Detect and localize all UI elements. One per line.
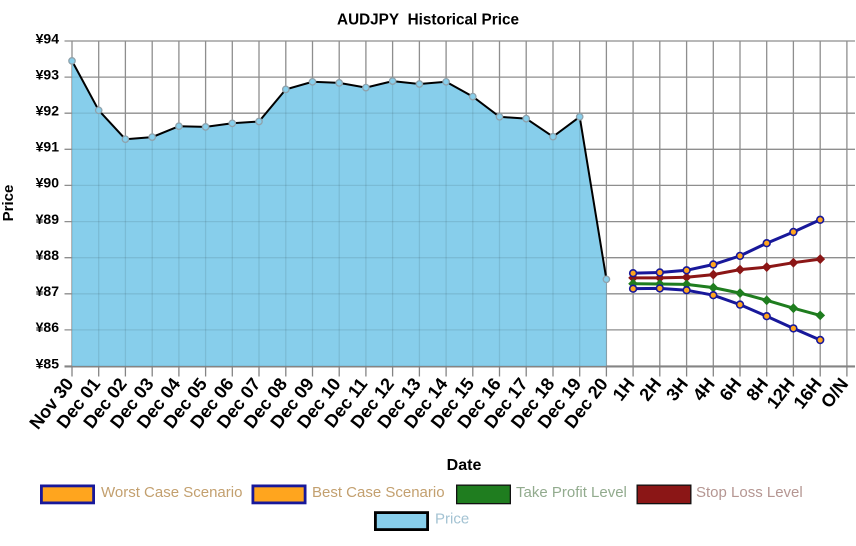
- svg-text:¥94: ¥94: [36, 30, 60, 46]
- svg-text:¥91: ¥91: [36, 139, 60, 155]
- svg-text:Date: Date: [447, 457, 482, 474]
- svg-text:Stop Loss Level: Stop Loss Level: [696, 484, 803, 501]
- svg-text:¥87: ¥87: [36, 283, 60, 299]
- svg-text:Price: Price: [0, 185, 17, 222]
- svg-text:¥90: ¥90: [36, 175, 60, 191]
- svg-text:Worst Case Scenario: Worst Case Scenario: [101, 484, 242, 501]
- svg-text:¥86: ¥86: [36, 319, 60, 335]
- svg-text:¥88: ¥88: [36, 247, 60, 263]
- svg-text:Price: Price: [435, 511, 469, 528]
- svg-text:¥85: ¥85: [36, 355, 60, 371]
- svg-text:AUDJPY Historical Price: AUDJPY Historical Price: [337, 12, 519, 29]
- svg-text:¥89: ¥89: [36, 211, 60, 227]
- svg-text:Take Profit Level: Take Profit Level: [516, 484, 627, 501]
- svg-text:¥93: ¥93: [36, 66, 60, 82]
- svg-text:¥92: ¥92: [36, 103, 60, 119]
- svg-text:Best Case Scenario: Best Case Scenario: [312, 484, 445, 501]
